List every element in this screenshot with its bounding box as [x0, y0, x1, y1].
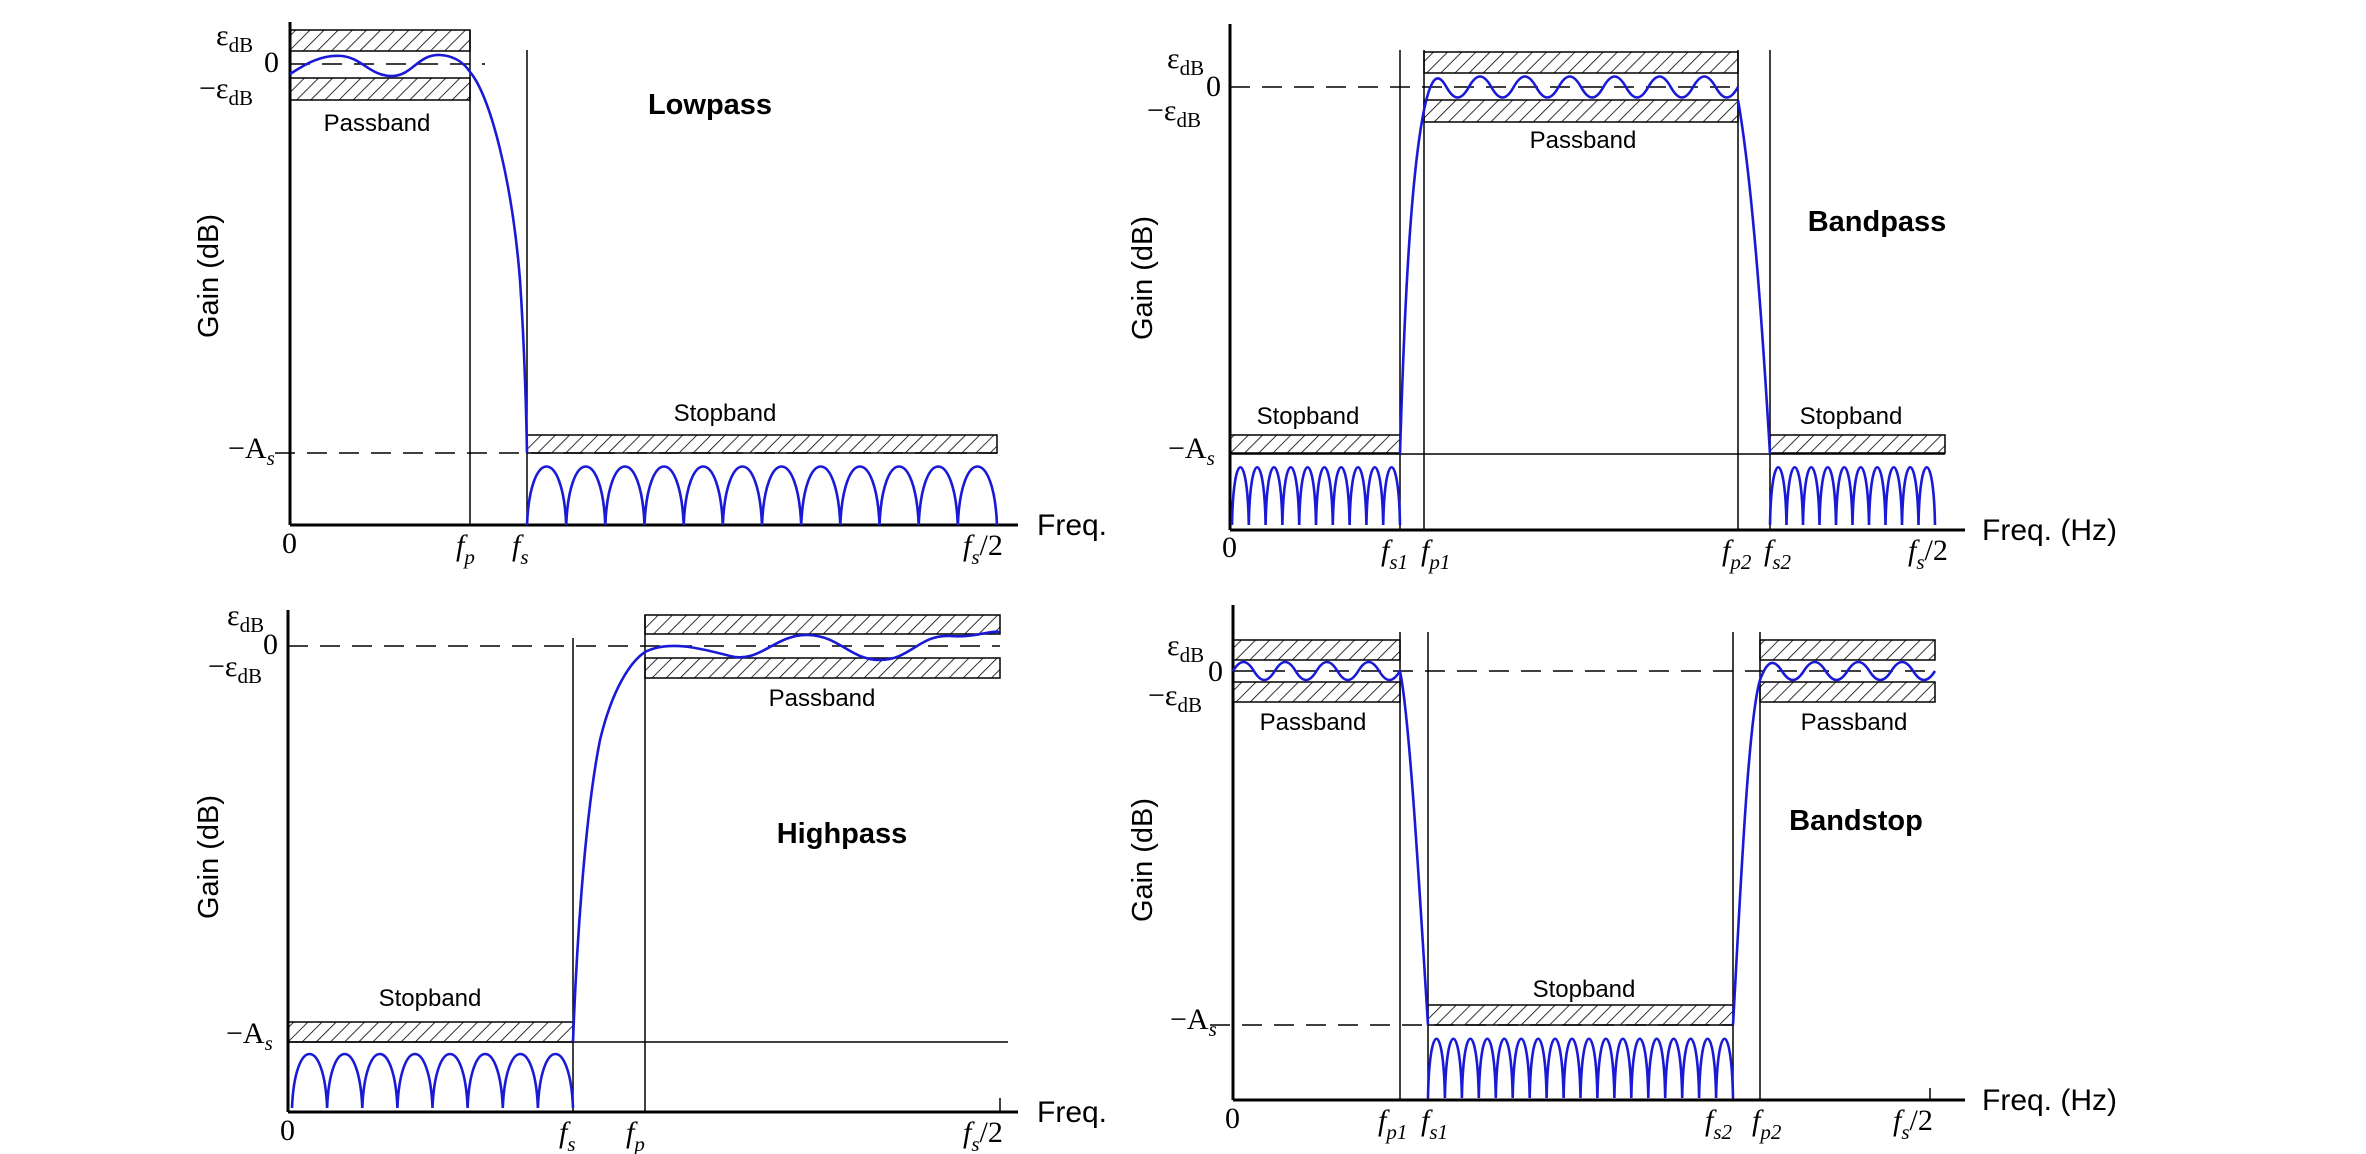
bandstop-panel: Passband Passband Stopband Bandstop Gain… — [1127, 605, 2117, 1144]
origin-tick: 0 — [282, 527, 297, 560]
x-axis-label: Freq. — [1037, 509, 1107, 542]
minus-as-tick: −As — [228, 432, 275, 470]
passband-tolerance-band-top-right — [1759, 639, 1936, 661]
origin-tick: 0 — [1222, 531, 1237, 564]
passband-label: Passband — [769, 685, 876, 712]
minus-eps-db-tick: −εdB — [1148, 679, 1202, 717]
panel-title: Bandstop — [1789, 805, 1923, 837]
panel-title: Bandpass — [1808, 206, 1947, 238]
passband-tolerance-band-top — [289, 29, 471, 52]
zero-db-tick: 0 — [263, 628, 278, 661]
highpass-stopband-ripple — [290, 1052, 575, 1109]
zero-db-tick: 0 — [264, 46, 279, 79]
fp1-tick: fp1 — [1421, 534, 1450, 574]
fs2-tick: fs2 — [1705, 1104, 1733, 1144]
fp2-tick: fp2 — [1752, 1104, 1782, 1144]
fs1-tick: fs1 — [1381, 534, 1408, 574]
passband-tolerance-band-top — [1423, 51, 1739, 74]
highpass-panel: Passband Stopband Highpass Gain (dB) Fre… — [193, 599, 1107, 1154]
fs1-tick: fs1 — [1421, 1104, 1448, 1144]
fp2-tick: fp2 — [1722, 534, 1752, 574]
stopband-label: Stopband — [674, 400, 777, 427]
fp1-tick: fp1 — [1378, 1104, 1407, 1144]
passband-label: Passband — [1530, 127, 1637, 154]
fp-tick: fp — [626, 1116, 645, 1154]
passband-tolerance-band-top-left — [1232, 639, 1401, 661]
x-axis-label: Freq. (Hz) — [1982, 514, 2117, 547]
passband-left-label: Passband — [1260, 709, 1367, 736]
y-axis-label: Gain (dB) — [1127, 216, 1159, 340]
passband-tolerance-band-bottom — [289, 77, 471, 101]
fs-tick: fs — [512, 529, 529, 569]
passband-tolerance-band-top — [644, 614, 1001, 635]
x-axis-label: Freq. (Hz) — [1982, 1084, 2117, 1117]
minus-eps-db-tick: −εdB — [1147, 94, 1201, 132]
bandstop-response-curve — [1231, 660, 1937, 1026]
x-axis-label: Freq. — [1037, 1096, 1107, 1129]
eps-db-tick: εdB — [1167, 629, 1204, 667]
bandpass-panel: Passband Stopband Stopband Bandpass Gain… — [1127, 24, 2117, 574]
stopband-label: Stopband — [1533, 976, 1636, 1003]
fs-tick: fs — [559, 1116, 576, 1154]
stopband-label: Stopband — [379, 985, 482, 1012]
fs-half-tick: fs/2 — [963, 529, 1003, 569]
origin-tick: 0 — [280, 1114, 295, 1147]
stopband-tolerance-band — [526, 434, 998, 454]
stopband-tolerance-band-right — [1769, 434, 1946, 454]
passband-right-label: Passband — [1801, 709, 1908, 736]
stopband-tolerance-band — [287, 1021, 574, 1043]
minus-as-tick: −As — [1168, 432, 1215, 470]
fs-half-tick: fs/2 — [963, 1116, 1003, 1154]
fp-tick: fp — [456, 529, 475, 569]
fs-half-tick: fs/2 — [1908, 534, 1948, 574]
minus-eps-db-tick: −εdB — [208, 650, 262, 688]
stopband-tolerance-band — [1427, 1004, 1734, 1026]
passband-tolerance-band-bottom-left — [1232, 681, 1401, 703]
zero-db-tick: 0 — [1206, 70, 1221, 103]
stopband-tolerance-band-left — [1229, 434, 1401, 454]
highpass-response-curve — [571, 630, 1001, 1043]
fs-half-tick: fs/2 — [1893, 1104, 1933, 1144]
minus-eps-db-tick: −εdB — [199, 72, 253, 110]
passband-tolerance-band-bottom — [644, 657, 1001, 679]
origin-tick: 0 — [1225, 1102, 1240, 1135]
eps-db-tick: εdB — [216, 19, 253, 57]
zero-db-tick: 0 — [1208, 655, 1223, 688]
minus-as-tick: −As — [226, 1017, 273, 1055]
y-axis-label: Gain (dB) — [193, 795, 225, 919]
passband-tolerance-band-bottom — [1423, 99, 1739, 123]
bandpass-stopband-ripple — [1230, 466, 1937, 526]
minus-as-tick: −As — [1170, 1003, 1217, 1041]
lowpass-stopband-ripple — [525, 465, 999, 526]
stopband-right-label: Stopband — [1800, 403, 1903, 430]
panel-title: Lowpass — [648, 89, 772, 121]
y-axis-label: Gain (dB) — [193, 214, 225, 338]
eps-db-tick: εdB — [227, 599, 264, 637]
lowpass-response-curve — [289, 53, 529, 454]
lowpass-panel: Passband Stopband Lowpass Gain (dB) Freq… — [193, 19, 1107, 569]
y-axis-label: Gain (dB) — [1127, 798, 1159, 922]
passband-tolerance-band-bottom-right — [1759, 681, 1936, 703]
panel-title: Highpass — [777, 818, 908, 850]
eps-db-tick: εdB — [1167, 42, 1204, 80]
stopband-left-label: Stopband — [1257, 403, 1360, 430]
fs2-tick: fs2 — [1764, 534, 1792, 574]
bandstop-stopband-ripple — [1426, 1037, 1735, 1099]
bandpass-response-curve — [1398, 75, 1772, 455]
passband-label: Passband — [324, 110, 431, 137]
